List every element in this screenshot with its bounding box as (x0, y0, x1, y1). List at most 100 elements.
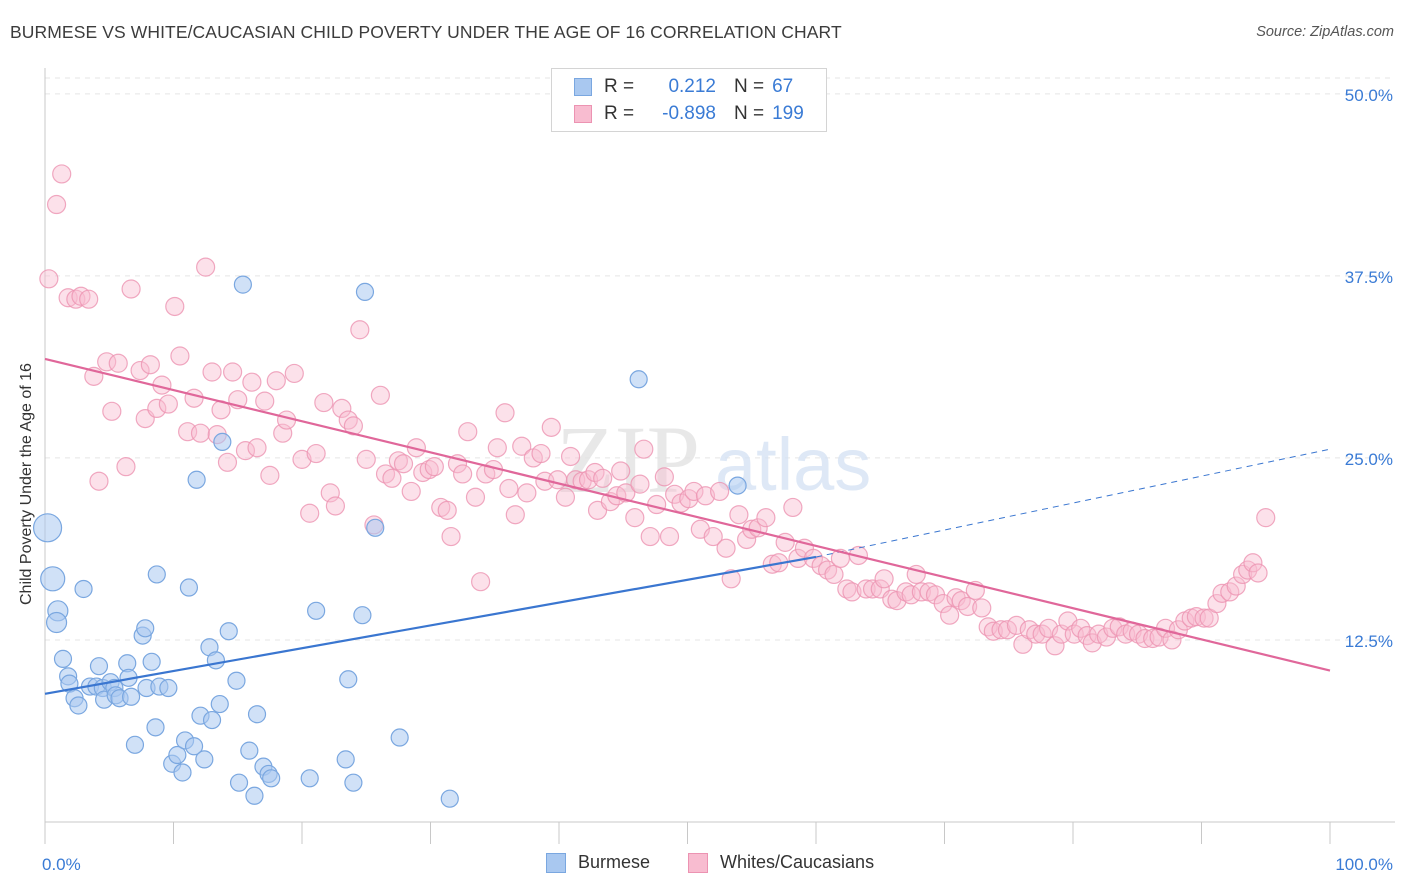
data-point-whites (1207, 593, 1227, 614)
data-point-whites (997, 620, 1018, 640)
legend-swatch-whites (688, 852, 708, 873)
legend-label-burmese: Burmese (578, 852, 651, 872)
data-point-burmese (206, 651, 226, 670)
y-tick-label: 50.0% (1345, 86, 1393, 105)
data-point-burmese (229, 773, 249, 792)
data-point-whites (531, 443, 551, 464)
legend-swatch-whites (574, 105, 592, 123)
data-point-burmese (247, 705, 267, 724)
legend-r-value: 0.212 (668, 76, 716, 97)
data-point-whites (325, 496, 346, 516)
data-point-burmese (147, 565, 166, 584)
data-point-burmese (336, 750, 355, 769)
data-point-whites (255, 391, 275, 411)
data-point-burmese (168, 745, 187, 765)
legend-n-label: N = (734, 103, 765, 124)
data-point-whites (541, 417, 561, 437)
data-point-whites (1045, 636, 1065, 656)
data-point-burmese (366, 518, 385, 537)
data-point-whites (874, 569, 894, 589)
data-point-whites (235, 441, 256, 461)
data-point-whites (184, 388, 204, 408)
data-point-whites (382, 468, 402, 488)
data-point-burmese (728, 476, 747, 495)
data-point-whites (306, 443, 326, 464)
data-point-whites (756, 508, 776, 528)
data-point-whites (517, 483, 537, 503)
data-point-whites (911, 582, 931, 602)
data-point-burmese (146, 718, 165, 737)
data-point-burmese (353, 606, 372, 625)
data-point-whites (499, 478, 519, 499)
data-point-whites (654, 467, 674, 487)
x-tick-label: 0.0% (42, 855, 81, 874)
data-point-whites (958, 596, 978, 617)
data-point-burmese (339, 670, 358, 689)
data-point-burmese (32, 513, 63, 543)
data-point-whites (370, 385, 390, 405)
data-point-burmese (300, 769, 319, 788)
data-point-burmese (213, 432, 232, 452)
data-point-whites (1243, 553, 1263, 573)
data-point-burmese (136, 619, 155, 638)
data-point-whites (710, 481, 730, 502)
data-point-burmese (233, 275, 252, 294)
legend-n-value: 199 (772, 103, 804, 124)
data-point-whites (79, 289, 99, 309)
y-tick-label: 37.5% (1345, 268, 1393, 287)
data-point-whites (465, 487, 486, 507)
data-point-whites (102, 401, 122, 421)
data-point-whites (593, 468, 613, 488)
data-point-whites (555, 487, 576, 507)
data-point-whites (695, 486, 716, 506)
data-point-burmese (307, 601, 326, 620)
data-point-whites (824, 564, 844, 585)
data-point-whites (983, 621, 1003, 641)
data-point-whites (350, 320, 370, 340)
data-point-burmese (74, 579, 93, 599)
series-whites (39, 164, 1276, 656)
legend-label-whites: Whites/Caucasians (720, 852, 875, 872)
data-point-whites (512, 436, 532, 456)
data-point-whites (684, 481, 704, 502)
chart-title: BURMESE VS WHITE/CAUCASIAN CHILD POVERTY… (10, 22, 842, 42)
data-point-whites (837, 579, 857, 599)
data-point-whites (424, 457, 444, 477)
data-point-burmese (69, 696, 88, 715)
tick-labels: 12.5% 25.0% 37.5% 50.0% 0.0% 100.0% (42, 86, 1393, 874)
data-point-whites (52, 164, 72, 184)
trendlines (44, 357, 1331, 695)
stats-legend: R = 0.212 N = 67 R = -0.898 N = 199 (551, 68, 827, 132)
data-point-whites (401, 481, 421, 502)
data-point-whites (548, 470, 568, 490)
data-point-whites (284, 363, 304, 384)
data-point-whites (842, 582, 862, 602)
data-point-whites (991, 620, 1011, 640)
y-tick-label: 25.0% (1345, 450, 1393, 469)
data-point-burmese (629, 370, 648, 389)
data-point-whites (300, 503, 320, 523)
data-point-whites (314, 392, 334, 413)
legend-item-whites[interactable]: Whites/Caucasians (688, 852, 874, 873)
data-point-whites (737, 529, 757, 550)
data-point-whites (217, 452, 238, 472)
data-point-whites (108, 353, 128, 373)
data-point-whites (1109, 617, 1129, 637)
legend-n-value: 67 (772, 76, 794, 97)
data-point-whites (116, 457, 136, 477)
data-point-whites (356, 449, 376, 469)
data-point-whites (716, 538, 736, 558)
data-point-burmese (187, 470, 206, 489)
data-point-whites (1071, 618, 1091, 638)
data-point-whites (630, 474, 650, 494)
data-point-whites (223, 362, 243, 382)
data-point-whites (560, 446, 581, 467)
data-point-whites (1248, 563, 1268, 583)
legend-r-label: R = (604, 103, 635, 124)
data-point-whites (292, 449, 312, 469)
data-point-burmese (89, 657, 109, 676)
data-point-whites (332, 398, 352, 419)
legend-item-burmese[interactable]: Burmese (546, 852, 650, 873)
source-label: Source: ZipAtlas.com (1256, 24, 1394, 40)
data-point-whites (266, 371, 286, 391)
